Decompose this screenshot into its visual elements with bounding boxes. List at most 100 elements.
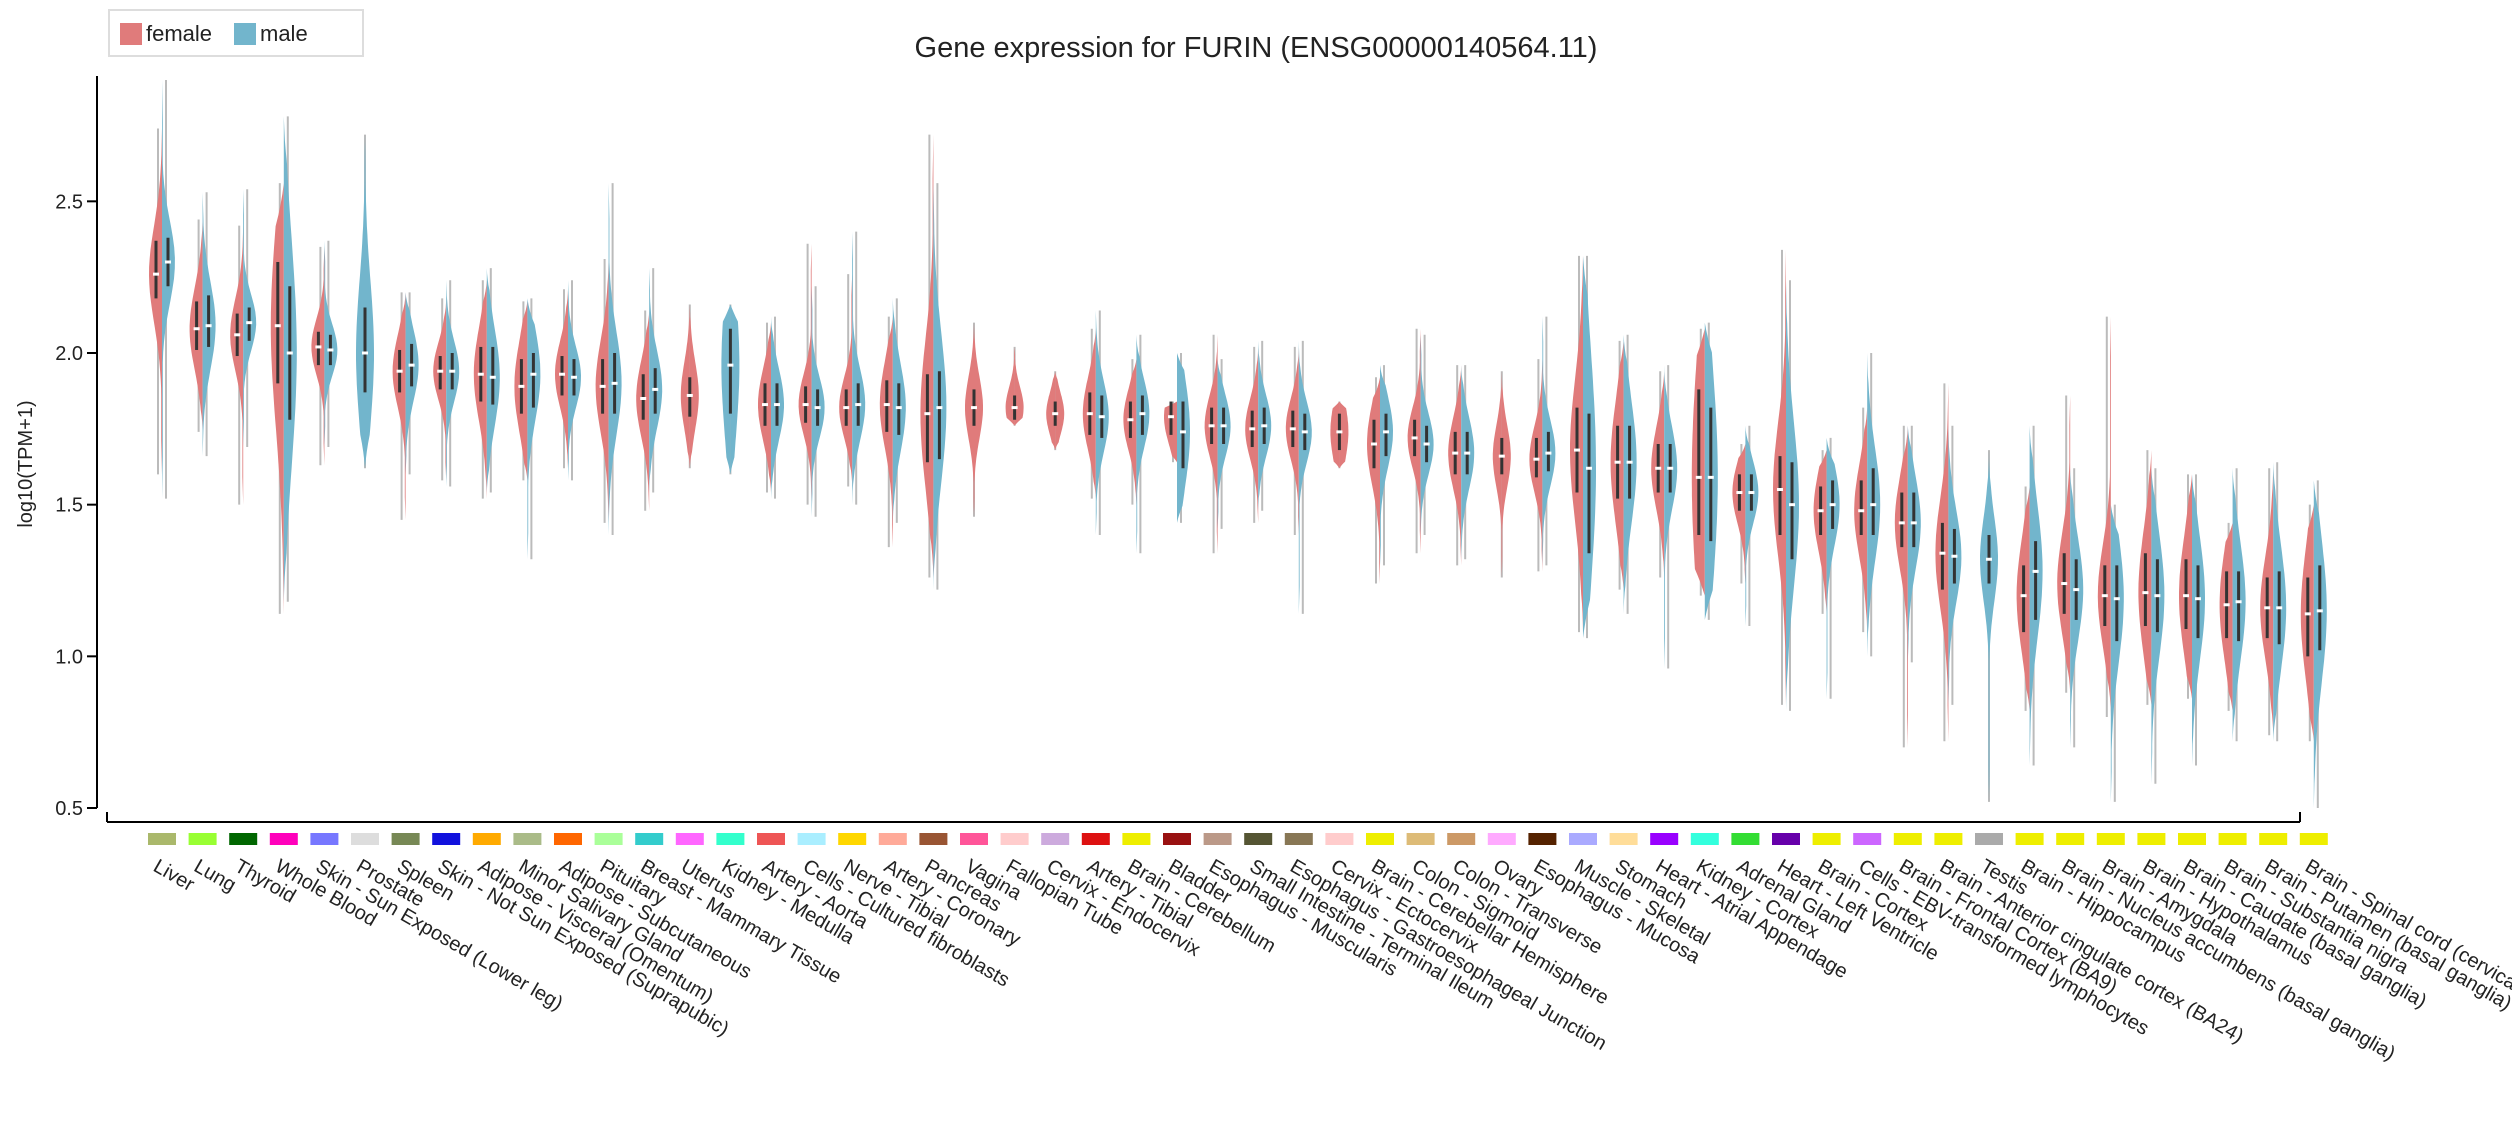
tissue-color-chip	[797, 833, 826, 845]
violin-female	[1164, 401, 1177, 463]
violin-shape	[879, 316, 893, 548]
violin-male	[1664, 365, 1678, 669]
tissue-color-chip	[351, 833, 379, 845]
violin-shape	[2057, 395, 2071, 693]
tissue-color-chip	[472, 833, 501, 845]
violin-male	[1177, 353, 1190, 523]
legend-item-female[interactable]: female	[120, 21, 212, 47]
tissue-color-chip	[2178, 833, 2206, 845]
violin-male	[1704, 322, 1718, 620]
violin-shape-left	[1980, 450, 1989, 802]
violin-male	[1136, 334, 1150, 554]
violin-male	[608, 183, 622, 535]
tissue-color-chip	[148, 833, 176, 845]
violin-male	[202, 192, 216, 457]
tissue-color-chip	[2137, 833, 2166, 845]
legend-item-male[interactable]: male	[234, 21, 308, 47]
violin-male	[1907, 425, 1921, 663]
violin-male	[1542, 316, 1556, 566]
violin-shape-right	[1501, 371, 1511, 578]
violin-shape	[1894, 425, 1908, 748]
violin-male	[1258, 340, 1272, 511]
violin-shape-right	[730, 304, 740, 475]
y-tick-label: 1.0	[55, 646, 83, 668]
violin-female	[433, 298, 447, 481]
violin-male	[811, 286, 825, 517]
tissue-color-chip	[1772, 833, 1800, 845]
violin-shape-left	[356, 134, 365, 469]
tissue-color-chip	[432, 833, 461, 845]
violin-shape-left	[965, 322, 974, 517]
violin-male	[283, 116, 297, 602]
violin-female	[965, 322, 983, 517]
violin-male	[649, 268, 663, 493]
x-tick-label: Liver	[150, 855, 199, 896]
violin-shape-left	[721, 304, 731, 475]
violin-male	[1623, 334, 1637, 614]
violin-shape	[2097, 316, 2111, 717]
violin-female	[1935, 383, 1949, 742]
violin-female	[1773, 249, 1786, 705]
violin-shape	[1298, 340, 1312, 614]
violin-shape	[162, 80, 175, 499]
tissue-color-chip	[1244, 833, 1273, 845]
violin-female	[1245, 346, 1259, 523]
violin-female	[1367, 377, 1380, 584]
violin-shape-right	[1339, 401, 1349, 469]
violin-female	[1123, 359, 1137, 505]
violin-shape	[1732, 444, 1746, 584]
violin-male	[2029, 425, 2043, 766]
y-tick-label: 2.0	[55, 343, 83, 365]
violin-shape-right	[1014, 346, 1024, 426]
tissue-color-chip	[1690, 833, 1719, 845]
violin-female	[1529, 359, 1543, 572]
violin-male	[243, 189, 257, 448]
violin-female	[1610, 340, 1624, 590]
tissue-color-chip	[716, 833, 745, 845]
tissue-color-chip	[1406, 833, 1435, 845]
violin-male	[1786, 280, 1799, 711]
violin-female	[270, 183, 284, 614]
y-tick-label: 0.5	[55, 798, 83, 820]
violin-female	[1570, 255, 1583, 633]
tissue-color-chip	[1041, 833, 1070, 845]
violin-shape	[1664, 365, 1678, 669]
violin-shape	[270, 183, 284, 614]
violin-male	[2151, 468, 2165, 784]
tissue-color-chip	[2259, 833, 2288, 845]
tissue-color-chip	[1163, 833, 1191, 845]
tissue-color-chip	[594, 833, 623, 845]
tissue-color-chip	[513, 833, 542, 845]
violin-male	[2313, 480, 2327, 808]
violin-female	[636, 310, 650, 511]
violin-female	[758, 322, 771, 493]
violin-female	[555, 289, 568, 469]
tissue-color-chip	[1812, 833, 1841, 845]
violin-shape	[1367, 377, 1380, 584]
violin-shape-right	[1055, 371, 1065, 451]
violin-shape-left	[1046, 371, 1056, 451]
tissue-color-chip	[960, 833, 988, 845]
violin-female	[1204, 334, 1218, 554]
violin-shape	[527, 298, 541, 560]
tissue-color-chip	[878, 833, 907, 845]
violin-female	[2179, 474, 2192, 699]
legend-label-female: female	[146, 21, 213, 46]
tissue-color-chip	[2056, 833, 2085, 845]
violin-female	[2260, 468, 2274, 736]
violin-female	[1894, 425, 1908, 748]
violin-male	[1298, 340, 1312, 614]
chart-title: Gene expression for FURIN (ENSG000001405…	[914, 32, 1598, 64]
violin-shape-right	[1989, 450, 1998, 802]
violin-male	[1217, 359, 1231, 529]
violin-female	[1046, 371, 1065, 451]
violin-male	[405, 292, 419, 475]
violin-female	[473, 280, 487, 499]
legend-label-male: male	[260, 21, 308, 46]
violin-female	[1005, 346, 1024, 426]
tissue-color-chip	[1203, 833, 1232, 845]
violin-female	[839, 274, 853, 487]
tissue-color-chip	[1487, 833, 1516, 845]
violin-shape	[1136, 334, 1150, 554]
